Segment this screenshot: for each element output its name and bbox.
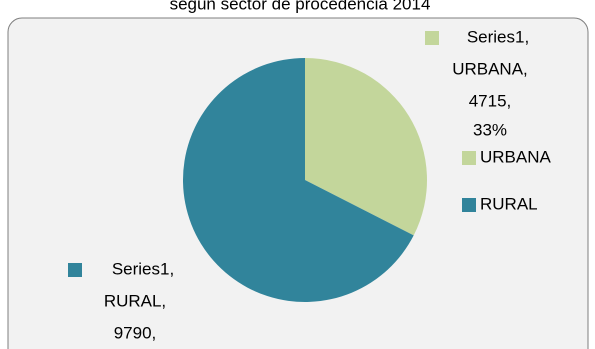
data-label: 33%: [473, 120, 507, 139]
legend-swatch: [462, 198, 476, 212]
data-label-swatch: [425, 31, 439, 45]
data-label: RURAL,: [104, 291, 166, 310]
legend-label: URBANA: [480, 147, 552, 166]
pie-slice: [182, 58, 414, 302]
data-label: URBANA,: [452, 59, 528, 78]
data-label: 4715,: [469, 91, 512, 110]
chart-title: según sector de procedencia 2014: [170, 0, 431, 13]
data-label: 9790,: [114, 323, 157, 342]
pie-slice: [305, 58, 427, 236]
legend-swatch: [462, 151, 476, 165]
data-label: Series1,: [112, 259, 174, 278]
data-label-swatch: [68, 263, 82, 277]
data-label: Series1,: [467, 27, 529, 46]
legend-label: RURAL: [480, 194, 538, 213]
